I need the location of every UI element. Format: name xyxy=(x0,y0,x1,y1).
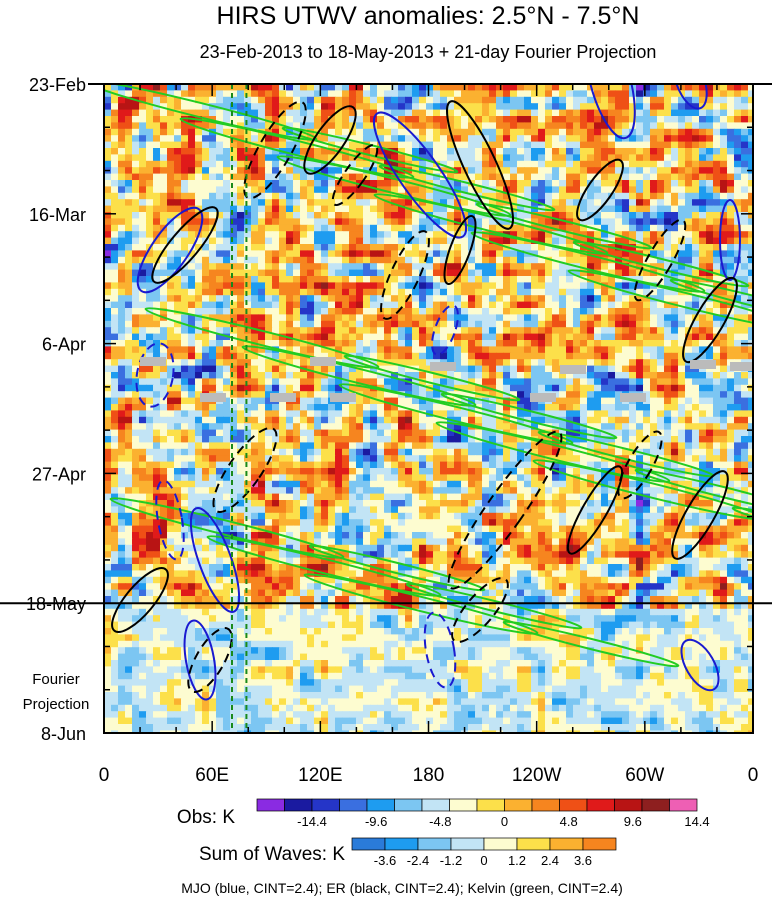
waves-colorbar-swatch xyxy=(352,838,385,850)
waves-colorbar-tick-label: -2.4 xyxy=(407,853,429,868)
y-tick-label: 27-Apr xyxy=(32,464,86,484)
observed-colorbar-tick-label: -4.8 xyxy=(429,814,451,829)
observed-colorbar-swatch xyxy=(340,799,368,811)
observed-colorbar-tick-label: -9.6 xyxy=(365,814,387,829)
observed-colorbar-swatch xyxy=(670,799,698,811)
waves-colorbar-label: Sum of Waves: K xyxy=(199,844,345,865)
x-tick-label: 0 xyxy=(748,765,759,786)
observed-colorbar-swatch xyxy=(422,799,450,811)
waves-colorbar: -3.6 -2.4 -1.2 0 1.2 2.4 3.6 xyxy=(352,838,616,868)
observed-colorbar: -14.4 -9.6 -4.8 0 4.8 9.6 14.4 xyxy=(257,799,710,829)
contour-legend: MJO (blue, CINT=2.4); ER (black, CINT=2.… xyxy=(181,880,623,896)
observed-colorbar-swatch xyxy=(505,799,533,811)
observed-colorbar-tick-label: 0 xyxy=(501,814,508,829)
observed-colorbar-swatch xyxy=(615,799,643,811)
anomaly-field xyxy=(104,84,756,737)
waves-colorbar-swatch xyxy=(484,838,517,850)
observed-colorbar-tick-label: 4.8 xyxy=(560,814,578,829)
waves-colorbar-tick-label: -1.2 xyxy=(440,853,462,868)
observed-colorbar-swatch xyxy=(450,799,478,811)
chart-subtitle: 23-Feb-2013 to 18-May-2013 + 21-day Four… xyxy=(200,42,657,62)
x-tick-label: 60E xyxy=(195,765,229,786)
observed-colorbar-swatch xyxy=(587,799,615,811)
x-tick-label: 120W xyxy=(512,765,562,786)
observed-colorbar-label: Obs: K xyxy=(177,807,235,828)
x-tick-label: 60W xyxy=(625,765,664,786)
projection-label-line2: Projection xyxy=(23,696,90,713)
waves-colorbar-tick-label: -3.6 xyxy=(374,853,396,868)
waves-colorbar-swatch xyxy=(550,838,583,850)
observed-colorbar-swatch xyxy=(312,799,340,811)
plot-area xyxy=(82,17,772,738)
waves-colorbar-swatch xyxy=(418,838,451,850)
observed-colorbar-tick-label: 14.4 xyxy=(684,814,709,829)
observed-colorbar-tick-label: 9.6 xyxy=(624,814,642,829)
y-tick-label: 8-Jun xyxy=(41,724,86,744)
x-tick-label: 0 xyxy=(99,765,110,786)
waves-colorbar-tick-label: 1.2 xyxy=(508,853,526,868)
observed-colorbar-tick-label: -14.4 xyxy=(297,814,327,829)
waves-colorbar-swatch xyxy=(451,838,484,850)
x-tick-label: 120E xyxy=(298,765,342,786)
waves-colorbar-tick-label: 0 xyxy=(480,853,487,868)
y-tick-label: 23-Feb xyxy=(29,75,86,95)
observed-colorbar-swatch xyxy=(285,799,313,811)
waves-colorbar-tick-label: 2.4 xyxy=(541,853,559,868)
waves-colorbar-swatch xyxy=(583,838,616,850)
observed-colorbar-swatch xyxy=(560,799,588,811)
waves-colorbar-swatch xyxy=(385,838,418,850)
y-tick-label: 6-Apr xyxy=(42,335,86,355)
observed-colorbar-swatch xyxy=(257,799,285,811)
projection-label-line1: Fourier xyxy=(32,671,80,688)
observed-colorbar-swatch xyxy=(532,799,560,811)
observed-colorbar-swatch xyxy=(367,799,395,811)
observed-colorbar-swatch xyxy=(642,799,670,811)
y-tick-label: 16-Mar xyxy=(29,205,86,225)
observed-colorbar-swatch xyxy=(395,799,423,811)
waves-colorbar-tick-label: 3.6 xyxy=(574,853,592,868)
y-tick-label: 18-May xyxy=(26,594,86,614)
x-tick-label: 180 xyxy=(413,765,445,786)
kelvin-contour xyxy=(766,313,772,366)
waves-colorbar-swatch xyxy=(517,838,550,850)
chart-title: HIRS UTWV anomalies: 2.5°N - 7.5°N xyxy=(217,2,640,30)
observed-colorbar-swatch xyxy=(477,799,505,811)
